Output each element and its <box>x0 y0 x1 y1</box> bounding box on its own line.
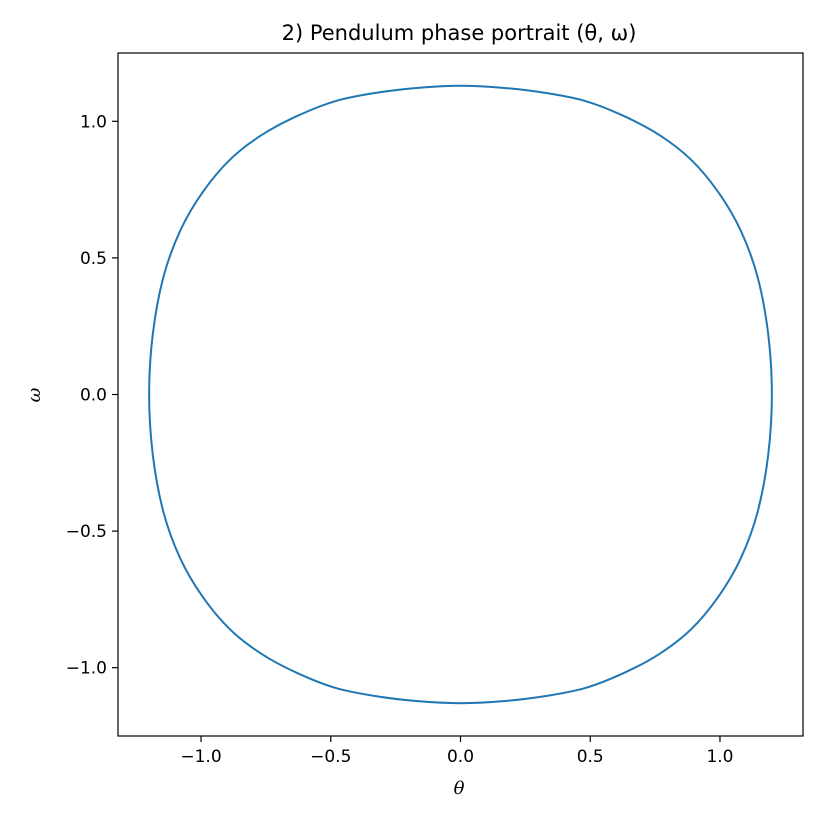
plot-frame <box>117 52 804 737</box>
x-tick-label: −1.0 <box>180 747 221 767</box>
x-tick-label: −0.5 <box>310 747 351 767</box>
x-tick-label: 1.0 <box>706 747 733 767</box>
x-axis-ticks: −1.0 −0.5 0.0 0.5 1.0 <box>180 736 733 767</box>
x-axis-label: θ <box>454 778 465 799</box>
y-tick-label: 1.0 <box>80 112 107 132</box>
x-tick-label: 0.5 <box>577 747 604 767</box>
x-tick-label: 0.0 <box>447 747 474 767</box>
y-tick-label: 0.5 <box>80 249 107 269</box>
phase-trajectory-line <box>148 84 773 705</box>
y-tick-label: −1.0 <box>66 659 107 679</box>
plot-area <box>117 52 804 737</box>
chart-title: 2) Pendulum phase portrait (θ, ω) <box>282 21 637 45</box>
y-tick-label: 0.0 <box>80 386 107 406</box>
y-axis-ticks: −1.0 −0.5 0.0 0.5 1.0 <box>66 112 118 679</box>
y-axis-label: ω <box>24 387 45 402</box>
y-tick-label: −0.5 <box>66 522 107 542</box>
